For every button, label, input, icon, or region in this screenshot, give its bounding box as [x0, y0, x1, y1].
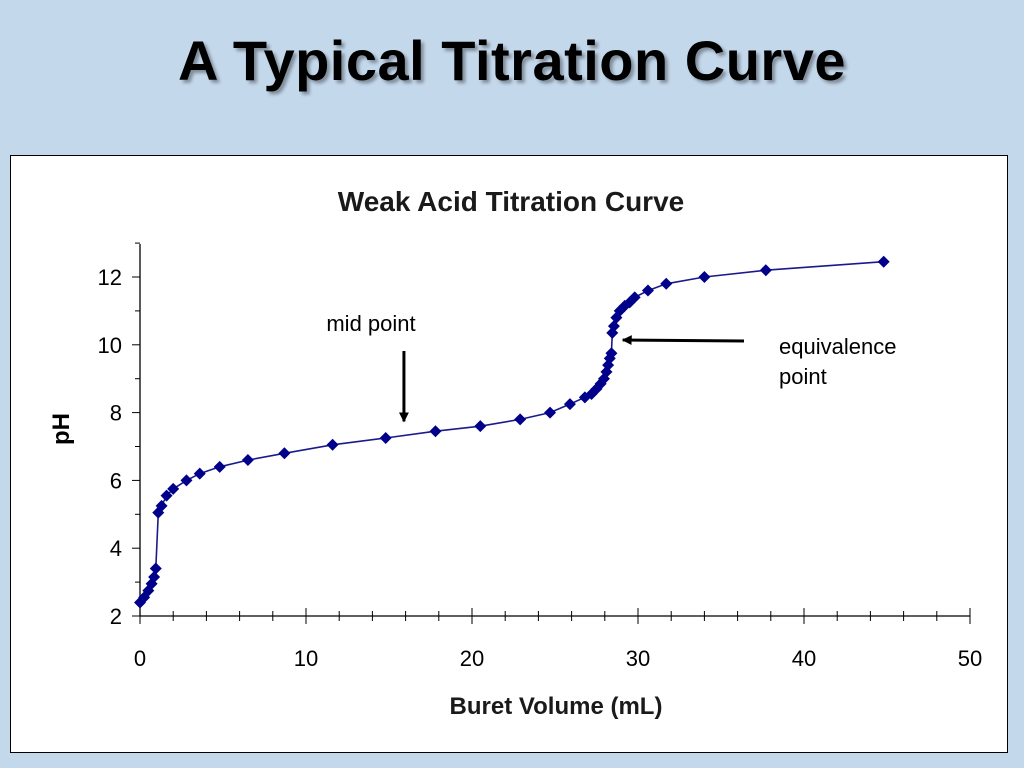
data-point-marker [623, 296, 636, 309]
data-point-marker [193, 467, 206, 480]
x-tick-label: 40 [792, 646, 816, 671]
y-tick-label: 8 [110, 401, 122, 426]
x-tick-label: 10 [294, 646, 318, 671]
data-point-marker [429, 425, 442, 438]
data-point-marker [149, 562, 162, 575]
data-points [134, 255, 890, 609]
data-point-marker [160, 489, 173, 502]
titration-chart: Weak Acid Titration Curve pH Buret Volum… [48, 186, 983, 720]
data-point-marker [278, 447, 291, 460]
equivalence-point-arrow [621, 335, 745, 346]
data-point-marker [600, 365, 613, 378]
y-tick-label: 10 [98, 333, 122, 358]
data-point-marker [660, 277, 673, 290]
data-point-marker [628, 291, 641, 304]
x-tick-label: 0 [134, 646, 146, 671]
x-tick-label: 30 [626, 646, 650, 671]
data-point-marker [603, 352, 616, 365]
equivalence-label-line1: equivalence [779, 334, 896, 359]
y-tick-label: 4 [110, 536, 122, 561]
data-point-marker [167, 482, 180, 495]
data-point-marker [877, 255, 890, 268]
titration-curve-line [139, 260, 884, 603]
data-point-marker [474, 420, 487, 433]
data-point-marker [241, 454, 254, 467]
data-point-marker [563, 398, 576, 411]
x-axis-label: Buret Volume (mL) [450, 693, 663, 720]
tick-labels: 2 4 6 8 10 12 0 10 20 30 40 50 [98, 265, 983, 671]
slide-title: A Typical Titration Curve [177, 29, 847, 92]
y-axis-label: pH [48, 413, 75, 445]
data-point-marker [759, 264, 772, 277]
data-point-marker [180, 474, 193, 487]
data-point-marker [148, 571, 161, 584]
data-point-marker [514, 413, 527, 426]
data-point-marker [155, 499, 168, 512]
y-tick-label: 12 [98, 265, 122, 290]
axes [139, 244, 970, 617]
chart-frame: Weak Acid Titration Curve pH Buret Volum… [10, 155, 1008, 753]
data-point-marker [605, 347, 618, 360]
y-tick-label: 2 [110, 604, 122, 629]
equivalence-label-line2: point [779, 364, 827, 389]
data-point-marker [138, 591, 151, 604]
data-point-marker [698, 271, 711, 283]
mid-point-label: mid point [326, 311, 415, 336]
data-point-marker [326, 438, 339, 451]
tick-marks [132, 242, 971, 624]
y-tick-label: 6 [110, 468, 122, 493]
data-point-marker [379, 432, 392, 445]
x-tick-label: 50 [958, 646, 982, 671]
data-point-marker [641, 284, 654, 297]
chart-title: Weak Acid Titration Curve [338, 186, 684, 217]
data-point-marker [213, 460, 226, 473]
x-tick-label: 20 [460, 646, 484, 671]
data-point-marker [544, 406, 557, 419]
